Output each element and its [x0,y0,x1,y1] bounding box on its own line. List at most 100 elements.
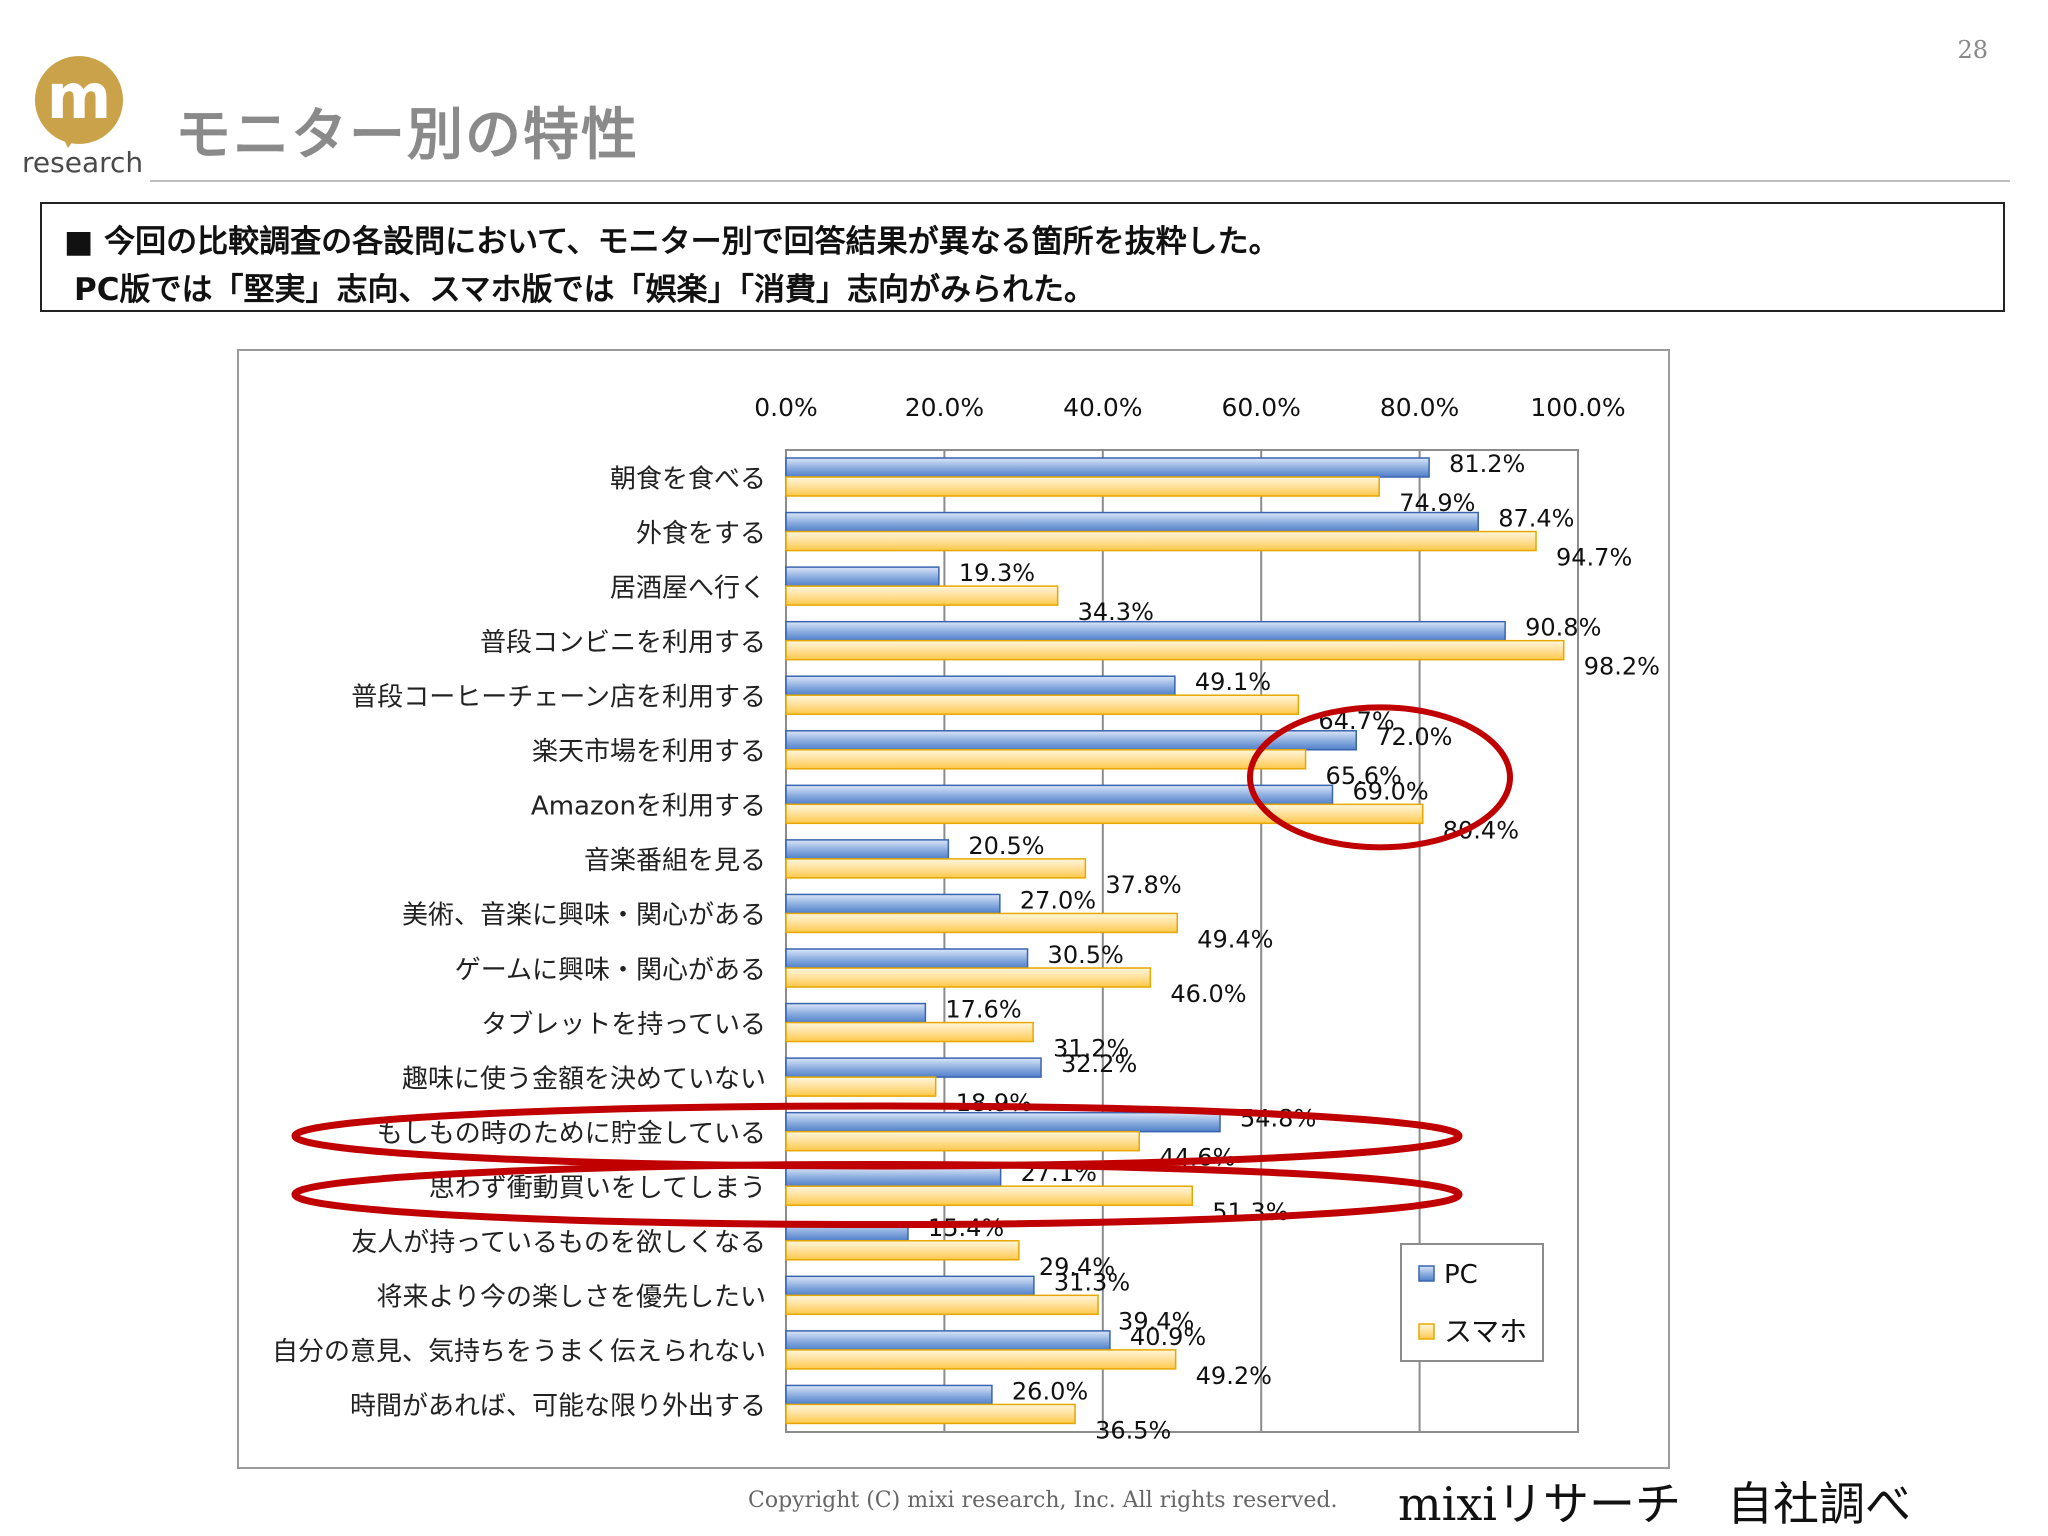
footer-copyright: Copyright (C) mixi research, Inc. All ri… [748,1488,1338,1513]
data-label-pc: 19.3% [959,559,1035,587]
bar-smartphone [785,967,1152,988]
category-label: 外食をする [636,519,766,549]
x-tick-label: 80.0% [1380,393,1459,422]
data-label-smartphone: 29.4% [1039,1253,1115,1281]
category-label: 友人が持っているものを欲しくなる [351,1228,766,1258]
bar-smartphone [785,1349,1177,1370]
data-label-smartphone: 37.8% [1105,871,1181,899]
page-title: モニター別の特性 [175,102,639,168]
data-label-pc: 27.0% [1020,886,1096,914]
data-label-smartphone: 36.5% [1095,1416,1171,1444]
bar-pc [785,511,1479,533]
legend-swatch-pc [1418,1265,1435,1282]
category-label: ゲームに興味・関心がある [455,955,766,985]
bar-smartphone [785,803,1424,825]
summary-line-1: ■ 今回の比較調査の各設問において、モニター別で回答結果が異なる箇所を抜粋した。 [64,224,1280,260]
bar-smartphone [785,1240,1020,1261]
data-label-pc: 20.5% [968,832,1044,860]
bar-smartphone [785,1021,1034,1043]
legend-label-pc: PC [1444,1260,1478,1290]
category-label: 美術、音楽に興味・関心がある [402,901,766,931]
bar-smartphone [785,1294,1099,1316]
plot-area [785,449,1579,1433]
logo-text: research [22,146,144,179]
category-label: もしもの時のために貯金している [377,1119,766,1149]
data-label-pc: 26.0% [1012,1377,1088,1405]
data-label-smartphone: 49.4% [1197,925,1273,953]
data-label-pc: 17.6% [945,996,1021,1024]
summary-line-2: PC版では「堅実」志向、スマホ版では「娯楽」「消費」志向がみられた。 [74,272,1096,308]
data-label-smartphone: 49.2% [1196,1362,1272,1390]
data-label-pc: 49.1% [1195,668,1271,696]
x-tick-label: 20.0% [905,393,984,422]
bar-pc [785,566,940,587]
category-label: 自分の意見、気持ちをうまく伝えられない [272,1337,766,1367]
bar-pc [785,839,950,860]
bar-smartphone [785,858,1087,879]
legend-swatch-smartphone [1418,1323,1435,1340]
data-label-smartphone: 94.7% [1556,544,1632,572]
bar-smartphone [785,1185,1194,1206]
bar-smartphone [785,912,1178,934]
title-divider [150,180,2010,182]
data-label-pc: 40.9% [1130,1323,1206,1351]
footer-source: mixiリサーチ 自社調べ [1398,1477,1911,1531]
category-label: 思わず衝動買いをしてしまう [429,1174,766,1204]
bar-pc [785,1384,993,1406]
data-label-pc: 81.2% [1449,450,1525,478]
bar-pc [785,1111,1221,1133]
bar-smartphone [785,585,1059,606]
bar-smartphone [785,1403,1076,1425]
bar-smartphone [785,749,1307,770]
logo-badge-tail [58,128,82,148]
data-label-pc: 90.8% [1525,614,1601,642]
data-label-pc: 87.4% [1498,505,1574,533]
bar-smartphone [785,1130,1140,1152]
x-tick-label: 100.0% [1530,393,1625,422]
data-label-smartphone: 46.0% [1170,980,1246,1008]
category-label: 楽天市場を利用する [532,737,766,767]
bar-smartphone [785,476,1380,497]
bar-smartphone [785,1076,937,1097]
data-label-pc: 30.5% [1048,941,1124,969]
bar-smartphone [785,530,1537,552]
category-label: 将来より今の楽しさを優先したい [377,1283,766,1313]
category-label: 時間があれば、可能な限り外出する [350,1392,766,1422]
logo-mark: m [46,60,112,133]
category-label: 普段コンビニを利用する [480,628,766,658]
data-label-smartphone: 98.2% [1584,653,1660,681]
bar-smartphone [785,639,1565,661]
category-label: Amazonを利用する [531,792,766,822]
highlight-ellipse-ec [1247,704,1513,851]
bar-pc [785,620,1506,642]
category-label: 居酒屋へ行く [610,573,766,603]
x-tick-label: 40.0% [1063,393,1142,422]
category-label: 趣味に使う金額を決めていない [402,1064,766,1094]
bar-pc [785,1166,1002,1187]
category-label: タブレットを持っている [481,1010,766,1040]
legend-label-smartphone: スマホ [1444,1315,1527,1348]
data-label-pc: 72.0% [1376,723,1452,751]
bar-pc [785,1057,1042,1078]
data-label-pc: 69.0% [1352,777,1428,805]
summary-box: ■ 今回の比較調査の各設問において、モニター別で回答結果が異なる箇所を抜粋した。… [40,202,2005,312]
page-number: 28 [1957,36,1988,64]
bar-pc [785,457,1430,478]
category-label: 朝食を食べる [610,464,766,494]
bar-smartphone [785,694,1300,715]
data-label-smartphone: 39.4% [1118,1307,1194,1335]
x-tick-label: 60.0% [1221,393,1300,422]
data-label-smartphone: 65.6% [1326,762,1402,790]
data-label-smartphone: 31.2% [1053,1035,1129,1063]
highlight-ellipse-impulse [291,1161,1463,1228]
bar-pc [785,948,1029,969]
data-label-pc: 32.2% [1061,1050,1137,1078]
bar-pc [785,1330,1111,1351]
legend-box [1400,1243,1544,1362]
bar-pc [785,893,1001,915]
bar-pc [785,675,1176,696]
data-label-pc: 31.3% [1054,1268,1130,1296]
bar-pc [785,1002,927,1024]
x-tick-label: 0.0% [754,393,818,422]
